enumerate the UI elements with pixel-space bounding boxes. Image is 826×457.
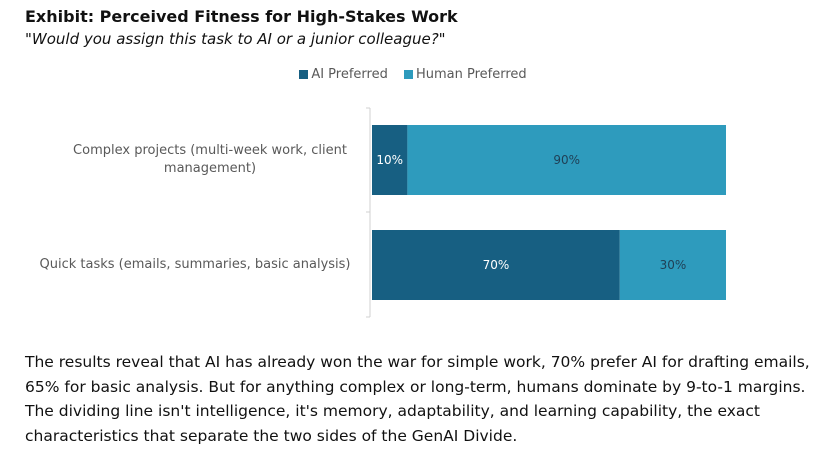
bar-segment-ai-0: [372, 125, 408, 195]
description-paragraph: The results reveal that AI has already w…: [25, 353, 810, 445]
category-label-quick: Quick tasks (emails, summaries, basic an…: [39, 257, 351, 272]
bar-segment-human-1: [619, 230, 726, 300]
bar-segment-human-0: [407, 125, 726, 195]
data-label-human-1: 30%: [660, 258, 687, 272]
legend-label-human: Human Preferred: [415, 67, 527, 82]
legend-item-ai: AI Preferred: [299, 67, 388, 82]
chart-title: Exhibit: Perceived Fitness for High-Stak…: [25, 7, 458, 26]
data-label-ai-0: 10%: [376, 153, 403, 167]
legend-swatch-human: [403, 70, 413, 79]
category-label-complex: Complex projects (multi-week work, clien…: [73, 143, 347, 176]
legend-item-human: Human Preferred: [403, 67, 527, 82]
data-label-human-0: 90%: [553, 153, 580, 167]
bar-segment-ai-1: [372, 230, 620, 300]
data-label-ai-1: 70%: [483, 258, 510, 272]
chart-subtitle: "Would you assign this task to AI or a j…: [25, 30, 446, 48]
legend-label-ai: AI Preferred: [311, 67, 388, 82]
legend: AI Preferred Human Preferred: [0, 67, 826, 83]
legend-swatch-ai: [299, 70, 309, 79]
stacked-bar-chart: 10% 90% 70% 30%: [366, 107, 726, 318]
